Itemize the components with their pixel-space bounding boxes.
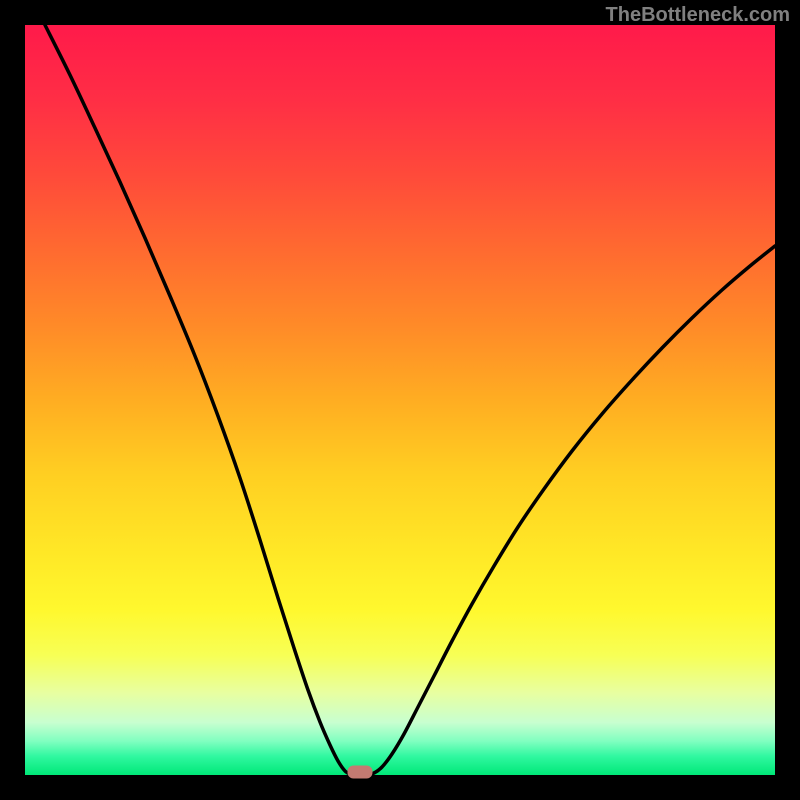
- bottleneck-chart: [0, 0, 800, 800]
- chart-container: TheBottleneck.com: [0, 0, 800, 800]
- chart-background-gradient: [25, 25, 775, 775]
- current-config-marker: [348, 766, 373, 779]
- watermark-text: TheBottleneck.com: [606, 4, 790, 27]
